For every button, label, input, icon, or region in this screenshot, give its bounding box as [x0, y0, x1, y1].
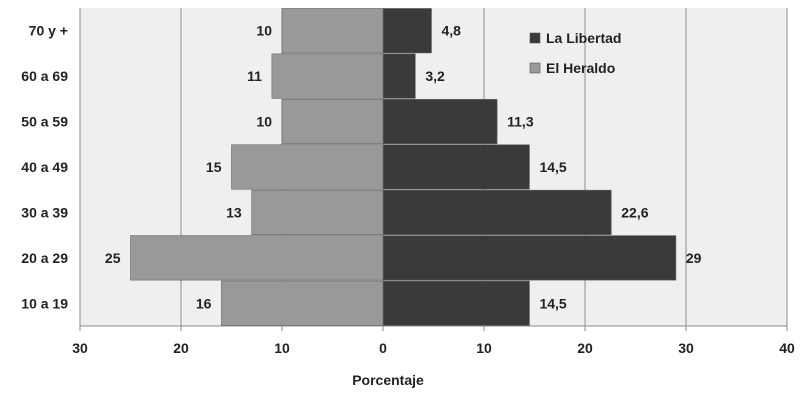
legend-label-1: El Heraldo: [546, 60, 615, 76]
legend-label-0: La Libertad: [546, 30, 621, 46]
bar-el-heraldo-6: [281, 8, 384, 54]
category-label-2: 30 a 39: [21, 204, 68, 220]
value-label-la-libertad-6: 4,8: [441, 23, 461, 39]
value-label-el-heraldo-6: 10: [256, 23, 272, 39]
value-label-la-libertad-2: 22,6: [621, 204, 648, 220]
x-tick-label-1: 20: [173, 340, 189, 356]
value-label-el-heraldo-0: 16: [196, 295, 212, 311]
value-label-la-libertad-1: 29: [686, 250, 702, 266]
value-labels: 14,5 29 22,6 14,5 11,3 3,2 4,8 16 25 13 15 10 11 10: [105, 23, 702, 312]
x-tick-labels: 30 20 10 0 10 20 30 40: [72, 340, 795, 356]
x-tick-label-4: 10: [476, 340, 492, 356]
value-label-la-libertad-5: 3,2: [425, 68, 445, 84]
bar-el-heraldo-5: [271, 53, 384, 99]
category-label-1: 20 a 29: [21, 250, 68, 266]
bar-la-libertad-1: [382, 235, 677, 281]
category-label-4: 50 a 59: [21, 114, 68, 130]
value-label-la-libertad-4: 11,3: [507, 114, 534, 130]
category-label-3: 40 a 49: [21, 159, 68, 175]
value-label-el-heraldo-5: 11: [247, 68, 262, 84]
category-labels: 10 a 19 20 a 29 30 a 39 40 a 49 50 a 59 60 a …: [21, 23, 68, 312]
legend-swatch-1: [529, 62, 541, 74]
bar-la-libertad-3: [382, 144, 530, 190]
category-label-5: 60 a 69: [21, 68, 68, 84]
bar-el-heraldo-1: [130, 235, 384, 281]
x-tick-label-6: 30: [678, 340, 694, 356]
bar-el-heraldo-2: [251, 189, 384, 235]
bar-la-libertad-5: [382, 53, 416, 99]
bars: [130, 8, 677, 326]
x-tick-label-3: 0: [379, 340, 387, 356]
bar-la-libertad-6: [382, 8, 432, 54]
x-tick-label-2: 10: [274, 340, 290, 356]
category-label-0: 10 a 19: [21, 295, 68, 311]
bar-la-libertad-2: [382, 189, 612, 235]
bar-el-heraldo-3: [231, 144, 384, 190]
category-label-6: 70 y +: [29, 23, 68, 39]
bar-la-libertad-4: [382, 99, 498, 145]
value-label-el-heraldo-2: 13: [226, 204, 242, 220]
x-axis-title: Porcentaje: [352, 372, 424, 388]
x-tick-label-0: 30: [72, 340, 88, 356]
value-label-el-heraldo-1: 25: [105, 250, 121, 266]
bar-el-heraldo-0: [221, 280, 384, 326]
value-label-la-libertad-0: 14,5: [539, 295, 566, 311]
bar-la-libertad-0: [382, 280, 530, 326]
x-tick-label-5: 20: [577, 340, 593, 356]
value-label-la-libertad-3: 14,5: [539, 159, 566, 175]
legend: La Libertad El Heraldo: [529, 30, 621, 76]
legend-swatch-0: [529, 32, 541, 44]
value-label-el-heraldo-4: 10: [256, 114, 272, 130]
x-tick-label-7: 40: [779, 340, 795, 356]
value-label-el-heraldo-3: 15: [206, 159, 222, 175]
bar-el-heraldo-4: [281, 99, 384, 145]
